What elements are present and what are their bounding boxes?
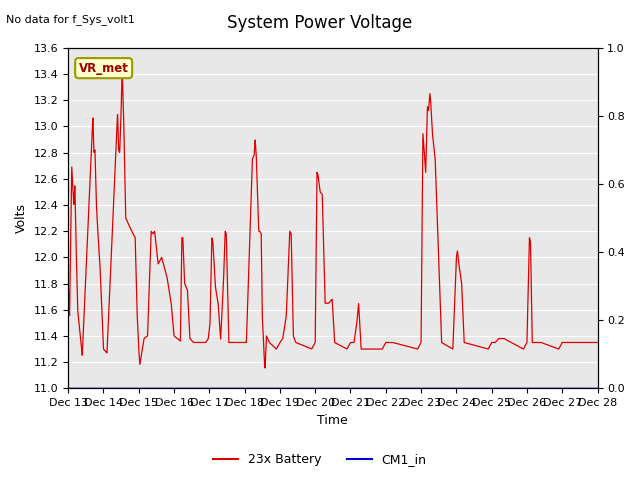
Text: No data for f_Sys_volt1: No data for f_Sys_volt1 (6, 14, 135, 25)
X-axis label: Time: Time (317, 414, 348, 427)
Legend: 23x Battery, CM1_in: 23x Battery, CM1_in (208, 448, 432, 471)
Text: VR_met: VR_met (79, 61, 129, 74)
Text: System Power Voltage: System Power Voltage (227, 14, 413, 33)
Y-axis label: Volts: Volts (15, 203, 28, 233)
